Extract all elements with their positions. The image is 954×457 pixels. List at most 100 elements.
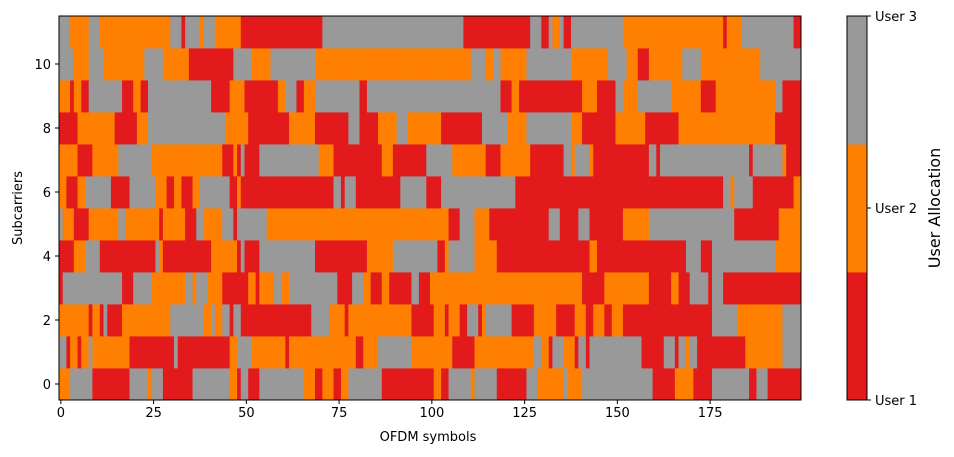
- heatmap-cell: [556, 208, 561, 241]
- heatmap-cell: [567, 336, 572, 369]
- heatmap-cell: [685, 336, 691, 369]
- heatmap-cell: [470, 336, 475, 369]
- heatmap-cell: [66, 304, 71, 337]
- heatmap-cell: [704, 16, 709, 49]
- heatmap-cell: [122, 80, 127, 113]
- heatmap-cell: [645, 240, 650, 273]
- heatmap-cell: [493, 176, 498, 209]
- heatmap-cell: [745, 336, 750, 369]
- heatmap-cell: [122, 48, 127, 81]
- heatmap-cell: [318, 272, 323, 305]
- heatmap-cell: [533, 48, 538, 81]
- heatmap-cell: [548, 112, 553, 145]
- heatmap-cell: [92, 144, 97, 177]
- heatmap-cell: [337, 304, 342, 337]
- heatmap-cell: [700, 272, 705, 305]
- heatmap-cell: [229, 176, 234, 209]
- heatmap-cell: [697, 304, 702, 337]
- heatmap-cell: [185, 176, 190, 209]
- heatmap-cell: [467, 304, 472, 337]
- heatmap-cell: [437, 208, 442, 241]
- heatmap-cell: [248, 240, 253, 273]
- heatmap-cell: [682, 240, 687, 273]
- heatmap-cell: [411, 304, 416, 337]
- heatmap-cell: [133, 144, 138, 177]
- heatmap-cell: [192, 112, 197, 145]
- heatmap-cell: [563, 272, 568, 305]
- heatmap-cell: [233, 16, 238, 49]
- heatmap-cell: [596, 48, 602, 81]
- heatmap-cell: [723, 144, 728, 177]
- heatmap-cell: [556, 16, 561, 49]
- heatmap-cell: [203, 304, 208, 337]
- heatmap-cell: [370, 176, 375, 209]
- heatmap-cell: [608, 304, 613, 337]
- heatmap-cell: [337, 176, 342, 209]
- heatmap-cell: [756, 112, 761, 145]
- heatmap-cell: [489, 336, 494, 369]
- heatmap-cell: [626, 16, 631, 49]
- heatmap-cell: [292, 16, 297, 49]
- heatmap-cell: [667, 368, 672, 401]
- heatmap-cell: [125, 240, 130, 273]
- heatmap-cell: [771, 368, 776, 401]
- heatmap-cell: [522, 144, 527, 177]
- heatmap-cell: [767, 368, 772, 401]
- heatmap-cell: [519, 208, 524, 241]
- heatmap-cell: [274, 240, 279, 273]
- heatmap-cell: [285, 208, 290, 241]
- heatmap-cell: [634, 368, 639, 401]
- heatmap-cell: [418, 16, 423, 49]
- heatmap-cell: [448, 240, 453, 273]
- heatmap-cell: [437, 48, 442, 81]
- heatmap-cell: [526, 112, 531, 145]
- heatmap-cell: [463, 112, 468, 145]
- heatmap-cell: [296, 112, 301, 145]
- heatmap-cell: [485, 144, 490, 177]
- heatmap-cell: [355, 304, 360, 337]
- heatmap-cell: [749, 176, 754, 209]
- heatmap-cell: [630, 272, 635, 305]
- heatmap-cell: [430, 368, 435, 401]
- heatmap-cell: [704, 304, 709, 337]
- heatmap-cell: [493, 240, 498, 273]
- heatmap-cell: [318, 112, 323, 145]
- heatmap-cell: [585, 144, 590, 177]
- heatmap-cell: [181, 304, 186, 337]
- heatmap-cell: [418, 112, 423, 145]
- heatmap-cell: [196, 80, 201, 113]
- y-tick-label: 2: [43, 314, 51, 329]
- heatmap-cell: [604, 304, 609, 337]
- heatmap-cell: [110, 304, 116, 337]
- heatmap-cell: [251, 176, 257, 209]
- heatmap-cell: [689, 144, 694, 177]
- heatmap-cell: [188, 304, 193, 337]
- heatmap-cell: [218, 16, 223, 49]
- heatmap-cell: [311, 144, 316, 177]
- heatmap-cell: [789, 304, 794, 337]
- heatmap-cell: [196, 176, 201, 209]
- heatmap-cell: [162, 272, 167, 305]
- heatmap-cell: [211, 336, 216, 369]
- heatmap-cell: [348, 272, 353, 305]
- heatmap-cell: [311, 176, 316, 209]
- heatmap-cell: [652, 336, 657, 369]
- heatmap-cell: [181, 176, 186, 209]
- heatmap-cell: [637, 144, 642, 177]
- heatmap-cell: [634, 16, 639, 49]
- heatmap-cell: [225, 272, 231, 305]
- heatmap-cell: [203, 368, 208, 401]
- heatmap-cell: [737, 208, 743, 241]
- heatmap-cell: [786, 16, 791, 49]
- heatmap-cell: [652, 144, 657, 177]
- heatmap-cell: [404, 336, 409, 369]
- heatmap-cell: [470, 176, 475, 209]
- heatmap-cell: [240, 272, 245, 305]
- heatmap-cell: [604, 80, 609, 113]
- heatmap-cell: [667, 272, 672, 305]
- heatmap-cell: [66, 368, 71, 401]
- heatmap-cell: [407, 368, 412, 401]
- heatmap-cell: [452, 240, 457, 273]
- heatmap-cell: [578, 368, 583, 401]
- heatmap-cell: [66, 240, 71, 273]
